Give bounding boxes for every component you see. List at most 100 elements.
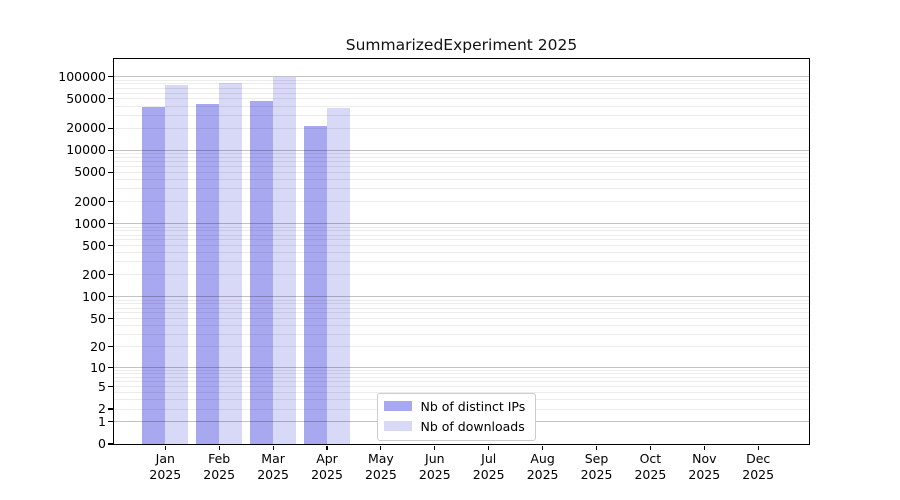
y-tick-mark <box>108 408 113 410</box>
x-tick-label: Oct 2025 <box>634 451 667 482</box>
gridline-minor <box>113 171 809 173</box>
y-tick-mark <box>108 421 113 423</box>
y-tick-label: 1 <box>98 413 106 429</box>
bar-nb-of-distinct-ips <box>141 107 165 444</box>
x-tick-label: May 2025 <box>364 451 397 482</box>
gridline-minor <box>113 105 809 107</box>
gridline-minor <box>113 346 809 348</box>
y-tick-label: 2 <box>98 401 106 416</box>
y-tick-label: 200 <box>82 266 106 282</box>
y-tick-label: 1000 <box>74 215 106 231</box>
x-tick-label: Jun 2025 <box>418 451 451 482</box>
y-tick-label: 0 <box>98 436 106 451</box>
y-tick-label: 100 <box>82 288 106 304</box>
y-tick-mark <box>108 149 113 151</box>
legend: Nb of distinct IPs Nb of downloads <box>376 392 537 441</box>
x-tick-mark <box>272 445 274 450</box>
x-tick-label: Nov 2025 <box>688 451 721 482</box>
x-tick-label: Sep 2025 <box>580 451 613 482</box>
y-tick-mark <box>108 346 113 348</box>
gridline-minor <box>113 114 809 116</box>
y-tick-mark <box>108 366 113 369</box>
plot-area: Nb of distinct IPs Nb of downloads <box>112 57 810 445</box>
y-tick-label: 100000 <box>58 68 106 84</box>
y-tick-mark <box>108 386 113 388</box>
y-tick-mark <box>108 245 113 247</box>
gridline-minor <box>113 87 809 89</box>
x-tick-label: Mar 2025 <box>257 451 289 482</box>
gridline-major <box>113 296 809 298</box>
gridline-minor <box>113 127 809 129</box>
x-tick-mark <box>757 445 759 450</box>
legend-swatch-distinct-ips-icon <box>383 401 412 411</box>
gridline-major <box>113 223 809 225</box>
y-tick-mark <box>108 127 113 129</box>
y-tick-mark <box>108 318 113 320</box>
y-tick-label: 5000 <box>74 164 106 180</box>
x-tick-mark <box>703 445 705 450</box>
gridline-minor <box>113 153 809 155</box>
x-tick-mark <box>218 445 220 450</box>
gridline-minor <box>113 386 809 388</box>
gridline-minor <box>113 307 809 309</box>
gridline-minor <box>113 261 809 263</box>
y-tick-label: 20000 <box>66 120 106 136</box>
x-tick-mark <box>326 445 328 450</box>
y-tick-mark <box>108 296 113 298</box>
gridline-minor <box>113 370 809 372</box>
gridline-minor <box>113 188 809 190</box>
x-tick-mark <box>434 445 436 450</box>
gridline-minor <box>113 161 809 163</box>
x-tick-label: Jul 2025 <box>472 451 505 482</box>
gridline-minor <box>113 92 809 94</box>
y-tick-mark <box>108 76 113 78</box>
x-tick-label: Jan 2025 <box>149 451 182 482</box>
bar-nb-of-downloads <box>218 82 242 444</box>
bar-nb-of-distinct-ips <box>303 126 327 444</box>
bar-nb-of-distinct-ips <box>249 101 273 444</box>
y-tick-label: 20 <box>90 338 106 354</box>
bar-nb-of-downloads <box>326 108 350 444</box>
y-tick-mark <box>108 98 113 100</box>
gridline-major <box>113 149 809 151</box>
gridline-minor <box>113 234 809 236</box>
legend-swatch-downloads-icon <box>383 421 412 431</box>
gridline-minor <box>113 312 809 314</box>
gridline-minor <box>113 299 809 301</box>
bar-nb-of-distinct-ips <box>195 103 219 444</box>
x-tick-mark <box>542 445 544 450</box>
gridline-minor <box>113 156 809 158</box>
y-tick-label: 50000 <box>66 90 106 106</box>
chart-title: SummarizedExperiment 2025 <box>345 36 578 54</box>
gridline-major <box>113 367 809 368</box>
y-tick-mark <box>108 223 113 225</box>
y-tick-mark <box>108 443 113 445</box>
gridline-minor <box>113 381 809 383</box>
legend-label-downloads: Nb of downloads <box>420 418 525 434</box>
y-tick-mark <box>108 274 113 276</box>
bar-nb-of-downloads <box>272 77 296 444</box>
x-tick-mark <box>488 445 490 450</box>
gridline-minor <box>113 245 809 247</box>
gridline-minor <box>113 166 809 167</box>
x-tick-mark <box>164 445 166 450</box>
x-tick-label: Aug 2025 <box>526 451 559 482</box>
y-tick-mark <box>108 171 113 173</box>
gridline-minor <box>113 334 809 335</box>
y-tick-label: 10 <box>90 359 106 375</box>
x-tick-label: Feb 2025 <box>203 451 236 482</box>
gridline-minor <box>113 79 809 81</box>
gridline-minor <box>113 274 809 276</box>
y-tick-label: 2000 <box>74 193 106 209</box>
gridline-minor <box>113 377 809 379</box>
gridline-minor <box>113 252 809 254</box>
x-tick-mark <box>595 445 598 450</box>
x-tick-label: Dec 2025 <box>742 451 775 482</box>
gridline-minor <box>113 303 809 305</box>
gridline-minor <box>113 318 809 320</box>
gridline-minor <box>113 178 809 180</box>
gridline-minor <box>113 325 809 326</box>
gridline-minor <box>113 83 809 85</box>
legend-item-distinct-ips: Nb of distinct IPs <box>383 399 525 414</box>
